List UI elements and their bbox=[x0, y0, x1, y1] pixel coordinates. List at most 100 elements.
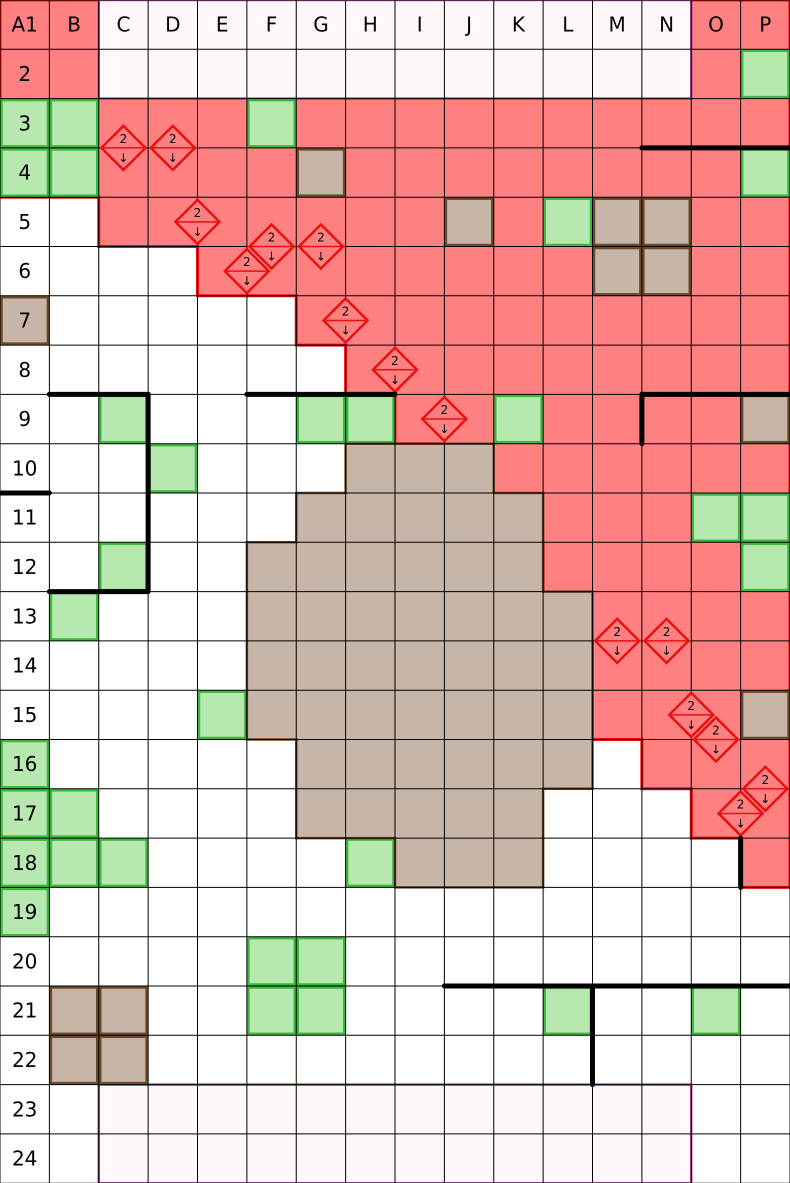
grass-tile bbox=[49, 838, 99, 888]
arrow-down-icon: ↓ bbox=[267, 250, 277, 264]
grass-tile bbox=[740, 49, 790, 99]
grass-tile bbox=[49, 98, 99, 148]
row-label: 3 bbox=[18, 111, 31, 135]
arrow-tile: 2↓ bbox=[297, 222, 345, 271]
rock-tile bbox=[99, 986, 148, 1036]
column-label: E bbox=[216, 13, 229, 37]
arrow-tile: 2↓ bbox=[741, 765, 790, 813]
arrow-count: 2 bbox=[317, 231, 325, 245]
danger-row bbox=[740, 838, 790, 888]
arrow-count: 2 bbox=[268, 231, 276, 245]
rock-formation-row bbox=[345, 443, 494, 493]
rock-tile bbox=[49, 1035, 99, 1085]
column-label: P bbox=[759, 13, 771, 37]
arrow-down-icon: ↓ bbox=[192, 225, 202, 239]
row-label: 18 bbox=[12, 851, 37, 875]
column-label: H bbox=[363, 13, 378, 37]
row-label: 19 bbox=[12, 900, 37, 924]
arrow-down-icon: ↓ bbox=[118, 151, 128, 165]
grass-tile bbox=[148, 443, 198, 493]
grass-tile bbox=[296, 936, 346, 986]
grass-tile bbox=[49, 789, 99, 838]
column-label: L bbox=[562, 13, 574, 37]
rock-tile bbox=[296, 148, 346, 197]
rock-tile bbox=[642, 197, 691, 247]
arrow-down-icon: ↓ bbox=[390, 373, 400, 387]
row-label: 12 bbox=[12, 555, 37, 579]
row-label: 5 bbox=[18, 210, 31, 234]
arrow-tile: 2↓ bbox=[371, 345, 419, 394]
rock-tile bbox=[740, 394, 790, 444]
grass-tile bbox=[740, 148, 790, 197]
grass-tile bbox=[345, 394, 395, 444]
column-label: D bbox=[165, 13, 180, 37]
grass-tile bbox=[99, 394, 148, 444]
grass-tile bbox=[0, 98, 50, 148]
column-label: C bbox=[116, 13, 130, 37]
rock-tile bbox=[740, 690, 790, 740]
arrow-down-icon: ↓ bbox=[242, 274, 252, 288]
column-label: I bbox=[417, 13, 423, 37]
grass-tile bbox=[0, 838, 50, 888]
arrow-down-icon: ↓ bbox=[686, 718, 696, 732]
column-label: N bbox=[659, 13, 674, 37]
grass-tile bbox=[49, 148, 99, 197]
arrow-count: 2 bbox=[663, 625, 671, 639]
column-label: J bbox=[464, 13, 472, 37]
arrow-count: 2 bbox=[194, 206, 202, 220]
arrow-count: 2 bbox=[120, 132, 128, 146]
arrow-tile: 2↓ bbox=[149, 124, 197, 172]
grass-tile bbox=[49, 591, 99, 641]
arrow-tile: 2↓ bbox=[667, 691, 716, 739]
grass-tile bbox=[740, 542, 790, 592]
arrow-down-icon: ↓ bbox=[760, 792, 770, 806]
arrow-down-icon: ↓ bbox=[662, 644, 672, 658]
grass-tile bbox=[296, 394, 346, 444]
row-label: 17 bbox=[12, 801, 37, 825]
row-label: 2 bbox=[18, 62, 31, 86]
grass-tile bbox=[345, 838, 395, 888]
grass-tile bbox=[543, 197, 593, 247]
column-label: K bbox=[512, 13, 526, 37]
arrow-tile: 2↓ bbox=[716, 789, 765, 838]
arrow-down-icon: ↓ bbox=[439, 422, 449, 436]
arrow-tile: 2↓ bbox=[642, 617, 691, 665]
column-label: F bbox=[266, 13, 278, 37]
rock-tile bbox=[0, 296, 50, 345]
grass-tile bbox=[691, 986, 741, 1036]
danger-row bbox=[345, 345, 790, 395]
arrow-down-icon: ↓ bbox=[736, 816, 746, 830]
grass-tile bbox=[0, 789, 50, 838]
arrow-tile: 2↓ bbox=[173, 198, 222, 246]
arrow-count: 2 bbox=[342, 304, 350, 318]
arrow-count: 2 bbox=[441, 403, 449, 417]
row-label: 6 bbox=[18, 259, 31, 283]
rock-formation-row bbox=[246, 690, 593, 740]
coordinate-labels: A1 B C D E F G H I J K L M N O P23456789101112131415161… bbox=[11, 13, 771, 1171]
row-label: 20 bbox=[12, 949, 37, 973]
row-label: 24 bbox=[12, 1147, 37, 1171]
row-label: 9 bbox=[18, 407, 31, 431]
grass-tile bbox=[247, 98, 296, 148]
arrow-tile: 2↓ bbox=[321, 296, 370, 345]
column-label: A1 bbox=[11, 13, 37, 37]
arrow-count: 2 bbox=[169, 132, 177, 146]
grass-tile bbox=[0, 887, 50, 937]
arrow-down-icon: ↓ bbox=[316, 250, 326, 264]
column-label: B bbox=[67, 13, 81, 37]
danger-row bbox=[444, 443, 790, 493]
row-label: 21 bbox=[12, 999, 37, 1023]
arrow-count: 2 bbox=[737, 797, 745, 811]
rock-tile bbox=[444, 197, 494, 247]
arrow-down-icon: ↓ bbox=[612, 644, 622, 658]
grass-tile bbox=[543, 986, 593, 1036]
rock-tile bbox=[592, 246, 642, 296]
row-label: 22 bbox=[12, 1048, 37, 1072]
column-label: G bbox=[313, 13, 329, 37]
arrow-count: 2 bbox=[687, 699, 695, 713]
rock-formation-row bbox=[296, 788, 544, 839]
grass-tile bbox=[99, 838, 148, 888]
row-label: 11 bbox=[12, 506, 37, 530]
arrow-tile: 2↓ bbox=[99, 124, 148, 172]
